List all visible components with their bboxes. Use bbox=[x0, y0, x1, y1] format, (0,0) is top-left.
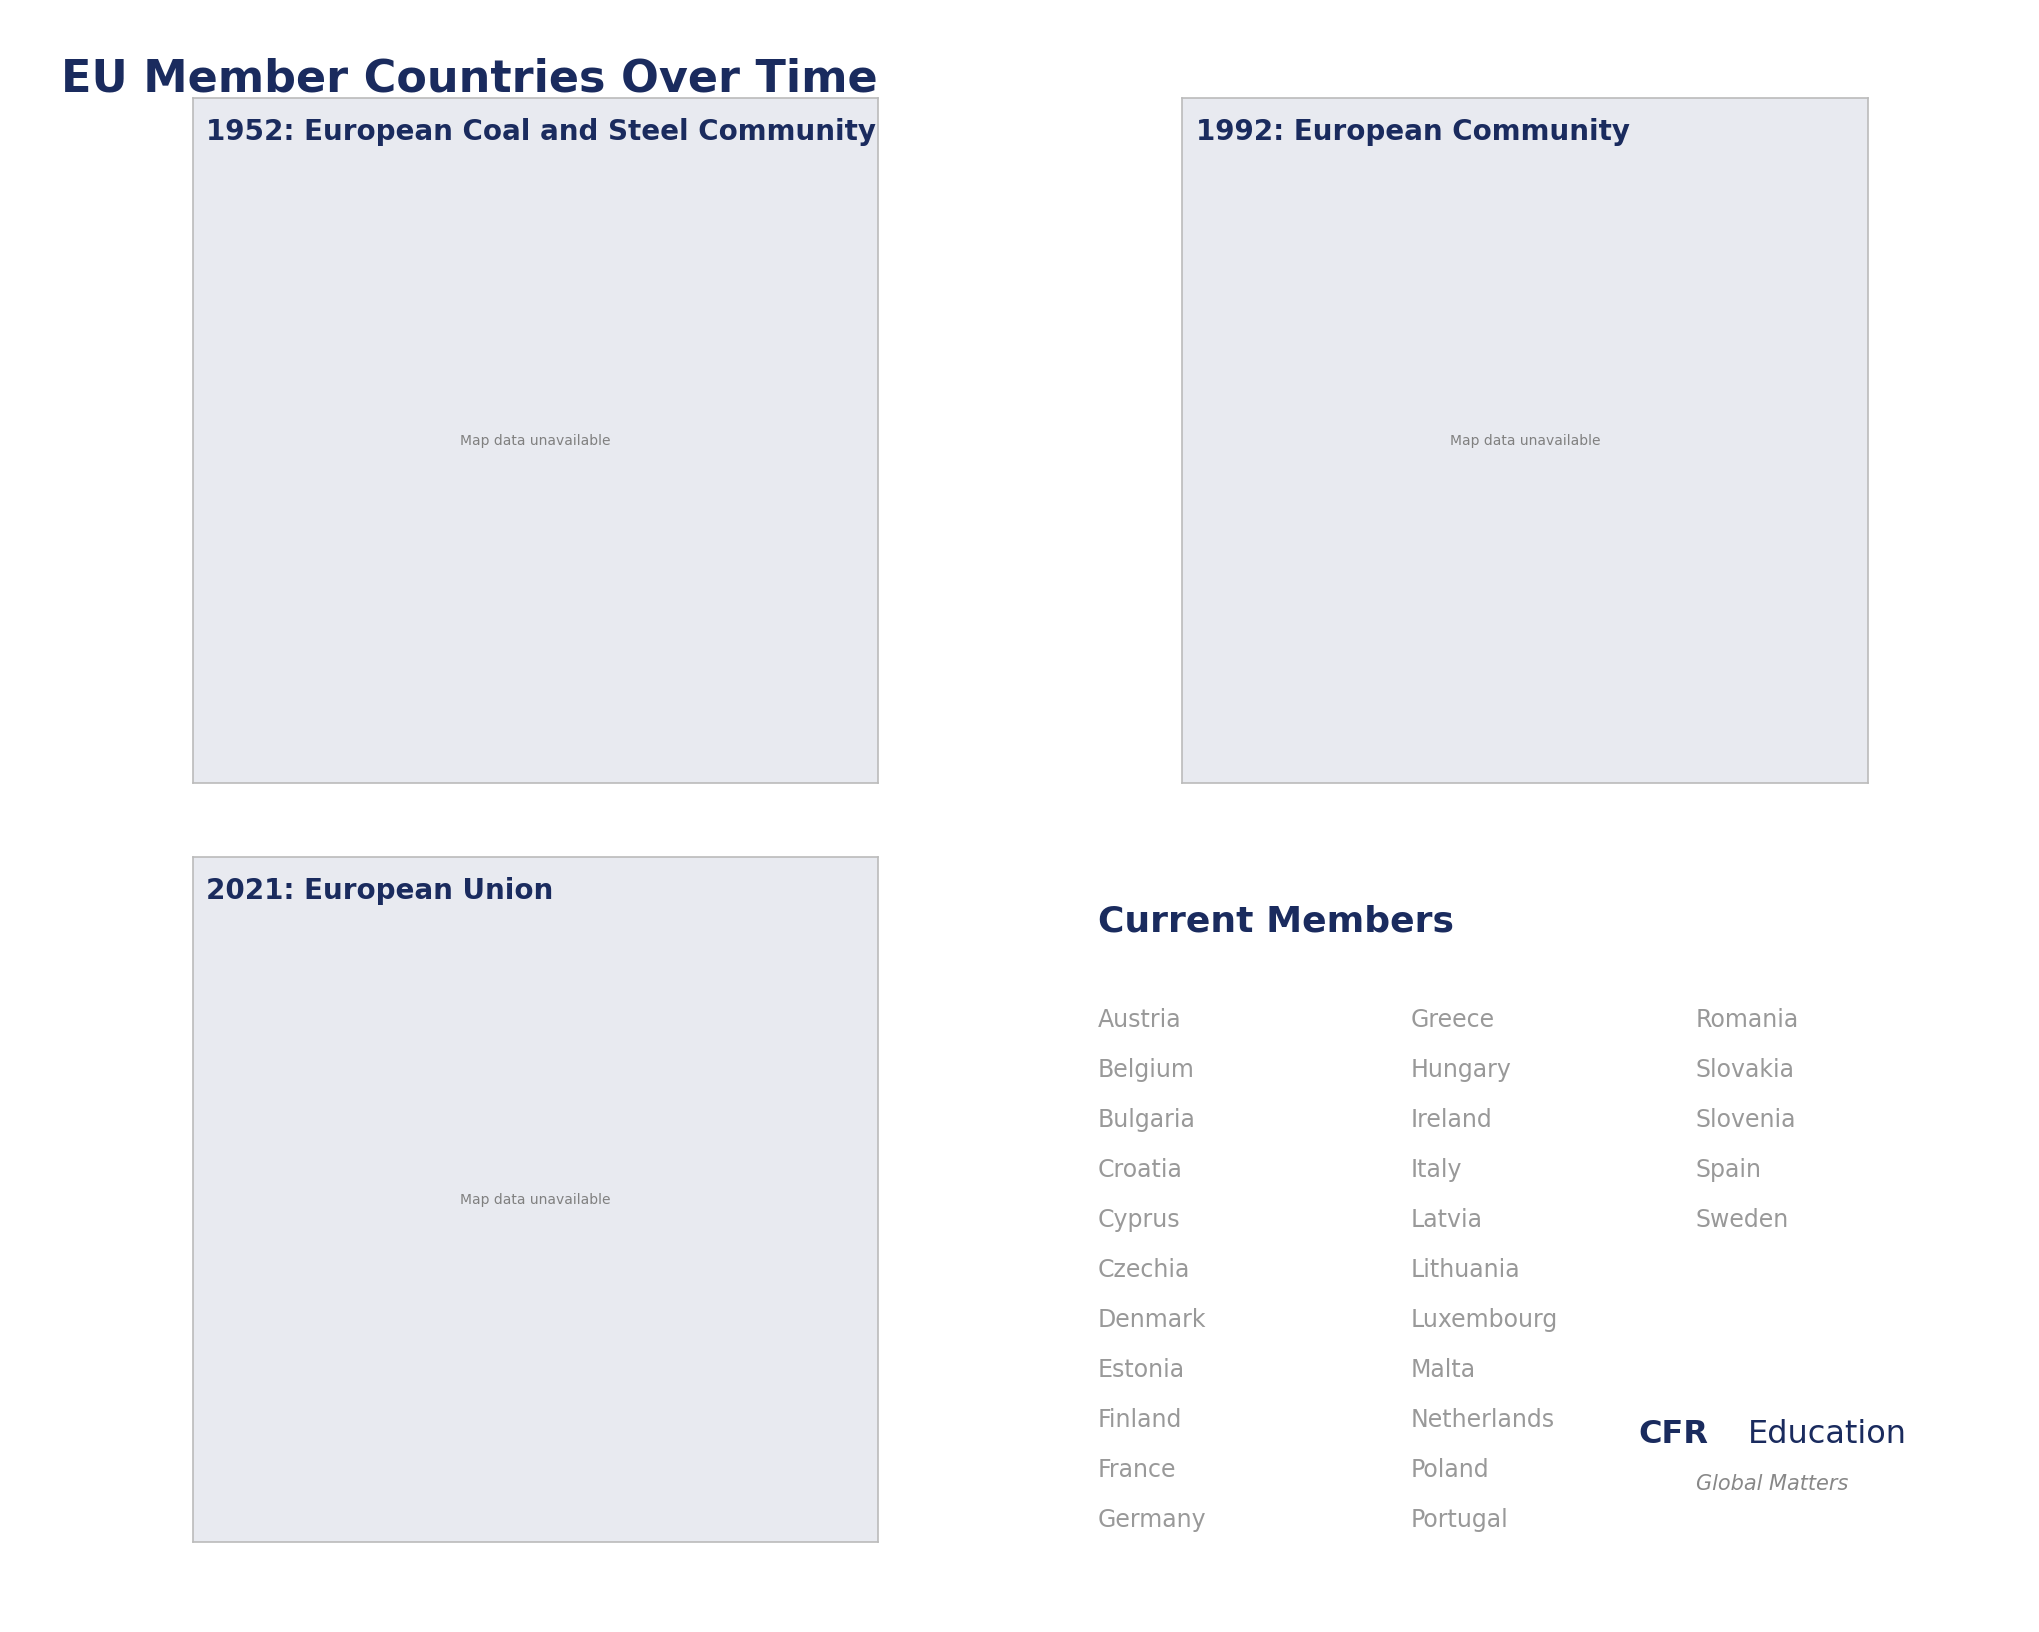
Text: France: France bbox=[1097, 1457, 1177, 1482]
Text: Portugal: Portugal bbox=[1411, 1508, 1509, 1532]
Text: Latvia: Latvia bbox=[1411, 1208, 1482, 1232]
Text: Sweden: Sweden bbox=[1694, 1208, 1788, 1232]
Text: 1952: European Coal and Steel Community: 1952: European Coal and Steel Community bbox=[206, 119, 877, 147]
Text: Lithuania: Lithuania bbox=[1411, 1258, 1519, 1281]
Text: CFR: CFR bbox=[1637, 1418, 1709, 1449]
Text: Netherlands: Netherlands bbox=[1411, 1408, 1554, 1431]
Text: Ireland: Ireland bbox=[1411, 1108, 1493, 1131]
Text: Denmark: Denmark bbox=[1097, 1307, 1205, 1332]
Text: Czechia: Czechia bbox=[1097, 1258, 1191, 1281]
Text: Map data unavailable: Map data unavailable bbox=[461, 434, 610, 447]
Text: Italy: Italy bbox=[1411, 1157, 1462, 1182]
Text: Austria: Austria bbox=[1097, 1007, 1181, 1031]
Text: Global Matters: Global Matters bbox=[1694, 1474, 1847, 1495]
Text: Estonia: Estonia bbox=[1097, 1358, 1185, 1382]
Text: Map data unavailable: Map data unavailable bbox=[461, 1193, 610, 1206]
Text: Spain: Spain bbox=[1694, 1157, 1762, 1182]
Text: 1992: European Community: 1992: European Community bbox=[1195, 119, 1629, 147]
Text: Current Members: Current Members bbox=[1097, 904, 1454, 938]
Text: Bulgaria: Bulgaria bbox=[1097, 1108, 1195, 1131]
Text: Finland: Finland bbox=[1097, 1408, 1183, 1431]
Text: Education: Education bbox=[1747, 1418, 1906, 1449]
Text: Slovakia: Slovakia bbox=[1694, 1058, 1794, 1082]
Text: Belgium: Belgium bbox=[1097, 1058, 1195, 1082]
Text: Croatia: Croatia bbox=[1097, 1157, 1183, 1182]
Text: Romania: Romania bbox=[1694, 1007, 1798, 1031]
Text: Luxembourg: Luxembourg bbox=[1411, 1307, 1558, 1332]
Text: Slovenia: Slovenia bbox=[1694, 1108, 1794, 1131]
Text: Germany: Germany bbox=[1097, 1508, 1205, 1532]
Text: 2021: European Union: 2021: European Union bbox=[206, 878, 553, 906]
Text: Cyprus: Cyprus bbox=[1097, 1208, 1181, 1232]
Text: Hungary: Hungary bbox=[1411, 1058, 1511, 1082]
Text: Malta: Malta bbox=[1411, 1358, 1476, 1382]
Text: Poland: Poland bbox=[1411, 1457, 1488, 1482]
Text: Map data unavailable: Map data unavailable bbox=[1450, 434, 1599, 447]
Text: EU Member Countries Over Time: EU Member Countries Over Time bbox=[61, 57, 877, 100]
Text: Greece: Greece bbox=[1411, 1007, 1495, 1031]
